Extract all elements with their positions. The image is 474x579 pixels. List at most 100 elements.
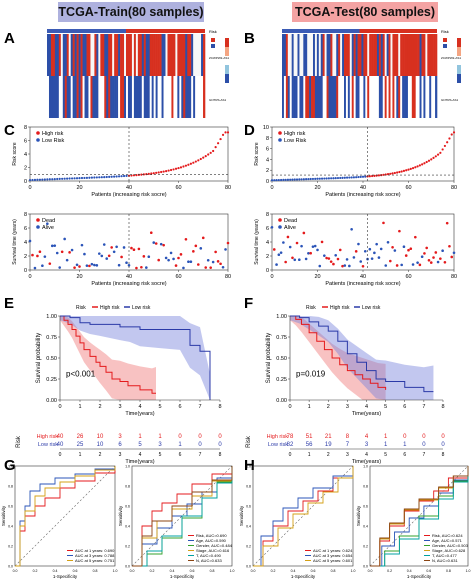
low-risk-point: [85, 176, 89, 179]
alive-point: [359, 260, 363, 263]
heatmap-cell: [355, 34, 358, 76]
low-risk-point: [58, 177, 61, 180]
dead-point: [332, 262, 335, 266]
table-row-label: Low risk: [38, 442, 58, 448]
alive-point: [199, 247, 203, 250]
high-risk-point: [189, 162, 192, 165]
y-tick-label: 0.4: [8, 525, 13, 529]
high-risk-point: [421, 163, 424, 166]
alive-point: [373, 251, 376, 255]
x-tick-label: 1.0: [466, 569, 471, 573]
heatmap-cell: [84, 76, 87, 118]
low-risk-point: [95, 176, 98, 179]
p-value: p<0.001: [66, 369, 96, 378]
heatmap-cell: [60, 76, 64, 118]
alive-point: [298, 258, 301, 262]
heatmap-cell: [189, 34, 192, 76]
legend-dead-label: Dead: [284, 218, 297, 224]
plot-frame: [252, 465, 354, 567]
alive-point: [420, 255, 424, 258]
dead-point: [450, 255, 454, 259]
heatmap-cell: [390, 76, 393, 118]
heatmap-cell: [193, 34, 196, 76]
high-risk-point: [184, 164, 188, 167]
heatmap-cell: [74, 34, 77, 76]
alive-point: [75, 263, 79, 267]
low-risk-point: [327, 177, 330, 180]
survival-status-test: 0 20 40 60 80 0 2 4 6 8 Patients (increasing risk …: [254, 212, 457, 287]
heatmap-cell: [433, 34, 436, 76]
heatmap-cell: [126, 76, 129, 118]
high-risk-point: [157, 171, 160, 174]
low-risk-point: [302, 178, 305, 181]
x-tick-label: 0.2: [387, 569, 392, 573]
heatmap-cell: [191, 34, 194, 76]
heatmap-cell: [58, 34, 62, 76]
y-axis-label: Survival time (years): [12, 219, 18, 265]
low-risk-point: [46, 178, 49, 181]
color-scale-step: [457, 38, 461, 47]
table-cell: 3: [118, 434, 122, 440]
y-tick-label: 2: [24, 166, 27, 172]
alive-point: [288, 245, 292, 249]
heatmap-cell: [104, 76, 107, 118]
heatmap-cell: [382, 76, 385, 118]
heatmap-cell: [82, 34, 85, 76]
low-risk-point: [336, 176, 340, 180]
table-y-label: Risk: [246, 435, 252, 448]
y-tick-label: 0: [24, 179, 27, 185]
y-tick-label: 1.0: [125, 465, 130, 469]
legend-low-marker: [36, 138, 40, 142]
dead-point: [209, 266, 212, 269]
dead-point: [31, 253, 34, 257]
table-x-tick: 4: [139, 452, 142, 458]
dead-point: [409, 247, 413, 251]
alive-point: [441, 249, 444, 252]
heatmap-cell: [318, 34, 322, 76]
low-risk-point: [31, 178, 34, 182]
y-tick-label: 0.8: [8, 485, 13, 489]
alive-point: [311, 245, 315, 248]
dead-point: [284, 260, 287, 264]
heatmap-cell: [141, 34, 145, 76]
heatmap-cell: [305, 34, 308, 76]
alive-point: [375, 242, 378, 246]
high-risk-point: [425, 160, 428, 164]
legend-label: Age, AUC=0.590: [196, 538, 227, 543]
heatmap-cell: [139, 34, 143, 76]
alive-point: [352, 256, 356, 259]
heatmap-cell: [118, 34, 121, 76]
low-risk-point: [295, 178, 299, 181]
high-risk-point: [167, 169, 170, 172]
table-x-tick: 1: [308, 452, 311, 458]
low-risk-point: [286, 178, 290, 181]
heatmap-test: Risk ZCWPW2-AS1 GNTRS-AS1: [282, 29, 461, 118]
low-risk-point: [53, 177, 56, 181]
dead-point: [445, 221, 449, 225]
heatmap-cell: [183, 34, 186, 76]
heatmap-cell: [299, 76, 302, 118]
heatmap-cell: [427, 34, 430, 76]
heatmap-cell: [126, 34, 129, 76]
alive-point: [384, 264, 388, 267]
alive-point: [393, 249, 397, 252]
dead-point: [302, 231, 306, 235]
heatmap-cell: [384, 76, 387, 118]
heatmap-cell: [314, 76, 318, 118]
table-cell: 1: [158, 434, 162, 440]
x-tick-label: 0: [288, 404, 291, 410]
table-cell: 0: [218, 442, 222, 448]
heatmap-cell: [177, 34, 180, 76]
heatmap-cell: [149, 76, 152, 118]
heatmap-cell: [378, 34, 382, 76]
dead-point: [325, 256, 328, 260]
color-scale-step: [225, 74, 229, 83]
y-tick-label: 1.0: [8, 465, 13, 469]
dead-point: [162, 243, 165, 247]
km-test: 0 1 2 3 4 5 6 7 8 0.00 0.25 0.50 0.75 1.00 Time(years)…: [266, 305, 445, 417]
heatmap-cell: [199, 76, 202, 118]
low-risk-point: [41, 178, 44, 181]
color-scale-step: [225, 47, 229, 56]
alive-point: [318, 264, 322, 268]
